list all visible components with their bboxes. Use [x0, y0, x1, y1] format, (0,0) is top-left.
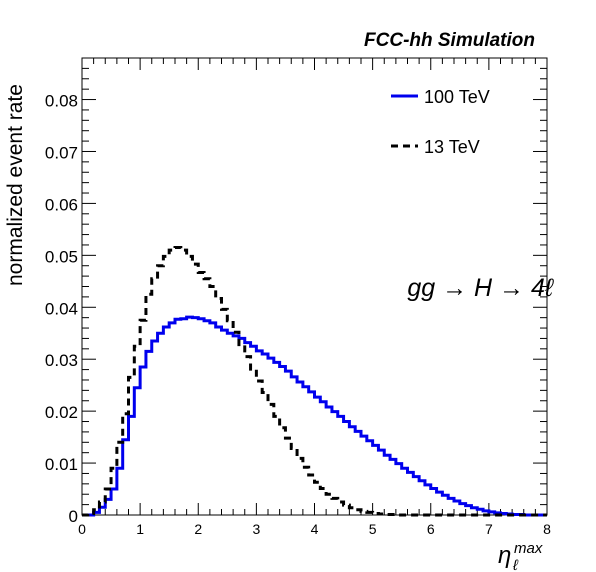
legend-label-13tev: 13 TeV — [424, 137, 480, 157]
x-tick-label: 5 — [369, 521, 377, 537]
x-tick-label: 0 — [78, 521, 86, 537]
series-13tev-line — [82, 246, 547, 517]
x-tick-label: 7 — [485, 521, 493, 537]
x-axis-label-sup: max — [514, 540, 543, 557]
x-tick-label: 6 — [427, 521, 435, 537]
y-tick-label: 0.06 — [45, 195, 78, 214]
major-ticks — [81, 58, 548, 516]
y-tick-label: 0.02 — [45, 403, 78, 422]
y-tick-label: 0.03 — [45, 351, 78, 370]
chart-title: FCC-hh Simulation — [364, 30, 535, 51]
legend-label-100tev: 100 TeV — [424, 87, 490, 107]
x-axis-label-symbol: η — [498, 542, 511, 569]
process-annotation: gg → H → 4ℓ — [407, 274, 554, 302]
x-axis-label: η max ℓ — [498, 540, 543, 572]
y-axis-label: normalized event rate — [4, 84, 27, 286]
x-tick-label: 1 — [136, 521, 144, 537]
y-tick-label: 0.05 — [45, 247, 78, 266]
y-tick-label: 0 — [69, 507, 78, 526]
x-tick-labels: 0 1 2 3 4 5 6 7 8 — [78, 521, 551, 537]
legend: 100 TeV 13 TeV — [391, 87, 490, 157]
minor-ticks — [82, 57, 547, 515]
x-tick-label: 8 — [543, 521, 551, 537]
x-axis-label-sub: ℓ — [512, 557, 519, 572]
y-tick-labels: 0 0.01 0.02 0.03 0.04 0.05 0.06 0.07 0.08 — [45, 92, 78, 526]
y-tick-label: 0.08 — [45, 92, 78, 111]
y-tick-label: 0.04 — [45, 299, 78, 318]
y-tick-label: 0.07 — [45, 143, 78, 162]
x-tick-label: 4 — [311, 521, 319, 537]
x-tick-label: 2 — [194, 521, 202, 537]
x-tick-label: 3 — [252, 521, 260, 537]
series-100tev-line — [82, 315, 547, 517]
y-tick-label: 0.01 — [45, 455, 78, 474]
